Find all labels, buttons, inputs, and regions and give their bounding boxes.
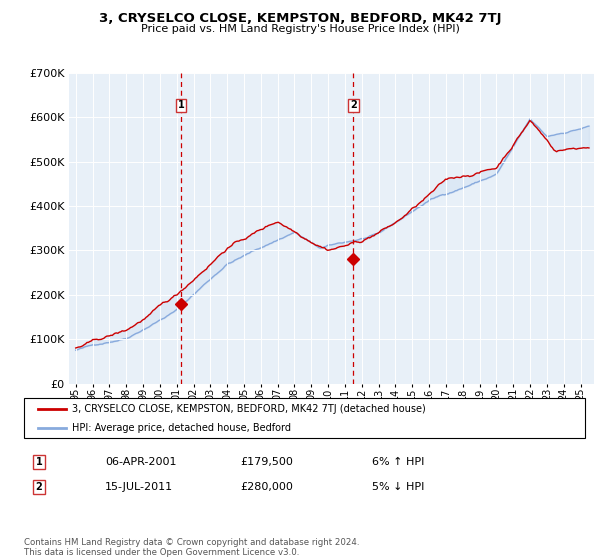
Text: 1: 1	[35, 457, 43, 467]
Text: 06-APR-2001: 06-APR-2001	[105, 457, 176, 467]
Text: 6% ↑ HPI: 6% ↑ HPI	[372, 457, 424, 467]
Text: 5% ↓ HPI: 5% ↓ HPI	[372, 482, 424, 492]
FancyBboxPatch shape	[24, 398, 585, 438]
Text: 2: 2	[35, 482, 43, 492]
Text: 2: 2	[350, 100, 357, 110]
Text: Contains HM Land Registry data © Crown copyright and database right 2024.
This d: Contains HM Land Registry data © Crown c…	[24, 538, 359, 557]
Text: 1: 1	[178, 100, 184, 110]
Text: Price paid vs. HM Land Registry's House Price Index (HPI): Price paid vs. HM Land Registry's House …	[140, 24, 460, 34]
Text: £280,000: £280,000	[240, 482, 293, 492]
Text: 3, CRYSELCO CLOSE, KEMPSTON, BEDFORD, MK42 7TJ: 3, CRYSELCO CLOSE, KEMPSTON, BEDFORD, MK…	[99, 12, 501, 25]
Text: HPI: Average price, detached house, Bedford: HPI: Average price, detached house, Bedf…	[71, 423, 290, 433]
Text: 15-JUL-2011: 15-JUL-2011	[105, 482, 173, 492]
Text: 3, CRYSELCO CLOSE, KEMPSTON, BEDFORD, MK42 7TJ (detached house): 3, CRYSELCO CLOSE, KEMPSTON, BEDFORD, MK…	[71, 404, 425, 414]
Text: £179,500: £179,500	[240, 457, 293, 467]
